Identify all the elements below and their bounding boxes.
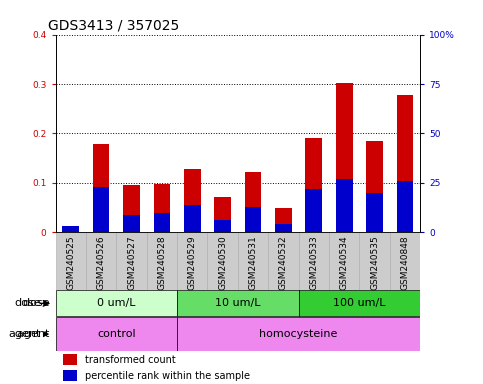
Text: GSM240534: GSM240534 [340, 235, 349, 290]
Bar [214, 220, 231, 232]
Text: GSM240527: GSM240527 [127, 235, 136, 290]
Bar [62, 227, 79, 232]
Bar [329, 232, 359, 290]
Bar [238, 232, 268, 290]
Text: GSM240531: GSM240531 [249, 235, 257, 290]
Bar [298, 290, 420, 316]
Bar [184, 205, 200, 232]
Text: GSM240535: GSM240535 [370, 235, 379, 290]
Bar [62, 227, 79, 232]
Text: GSM240533: GSM240533 [309, 235, 318, 290]
Bar [214, 197, 231, 232]
Bar [177, 318, 420, 351]
Text: transformed count: transformed count [85, 354, 175, 364]
Text: 0 um/L: 0 um/L [97, 298, 136, 308]
Bar [397, 95, 413, 232]
Bar [86, 232, 116, 290]
Text: GSM240532: GSM240532 [279, 235, 288, 290]
Text: GSM240529: GSM240529 [188, 235, 197, 290]
Bar [154, 213, 170, 232]
Text: control: control [97, 329, 136, 339]
Bar [63, 370, 77, 381]
Text: GSM240526: GSM240526 [97, 235, 106, 290]
Bar [305, 189, 322, 232]
Bar [184, 169, 200, 232]
Bar [93, 187, 110, 232]
Text: agent: agent [17, 329, 53, 339]
Text: dose: dose [23, 298, 53, 308]
Text: dose: dose [14, 298, 41, 308]
Text: 10 um/L: 10 um/L [215, 298, 261, 308]
Text: GSM240848: GSM240848 [400, 235, 410, 290]
Text: GSM240525: GSM240525 [66, 235, 75, 290]
Bar [366, 193, 383, 232]
Bar [56, 318, 177, 351]
Bar [177, 232, 208, 290]
Bar [275, 224, 292, 232]
Text: GSM240528: GSM240528 [157, 235, 167, 290]
Text: GDS3413 / 357025: GDS3413 / 357025 [48, 18, 180, 32]
Bar [397, 181, 413, 232]
Bar [56, 290, 177, 316]
Bar [366, 141, 383, 232]
Text: homocysteine: homocysteine [259, 329, 338, 339]
Text: agent: agent [9, 329, 41, 339]
Bar [116, 232, 147, 290]
Bar [63, 354, 77, 365]
Bar [298, 232, 329, 290]
Bar [245, 172, 261, 232]
Bar [123, 215, 140, 232]
Bar [56, 232, 86, 290]
Text: percentile rank within the sample: percentile rank within the sample [85, 371, 250, 381]
Bar [147, 232, 177, 290]
Bar [245, 207, 261, 232]
Bar [336, 179, 353, 232]
Bar [208, 232, 238, 290]
Bar [390, 232, 420, 290]
Text: GSM240530: GSM240530 [218, 235, 227, 290]
Bar [268, 232, 298, 290]
Bar [336, 83, 353, 232]
Bar [177, 290, 298, 316]
Bar [154, 184, 170, 232]
Text: 100 um/L: 100 um/L [333, 298, 386, 308]
Bar [93, 144, 110, 232]
Bar [359, 232, 390, 290]
Bar [123, 185, 140, 232]
Bar [305, 138, 322, 232]
Bar [275, 208, 292, 232]
